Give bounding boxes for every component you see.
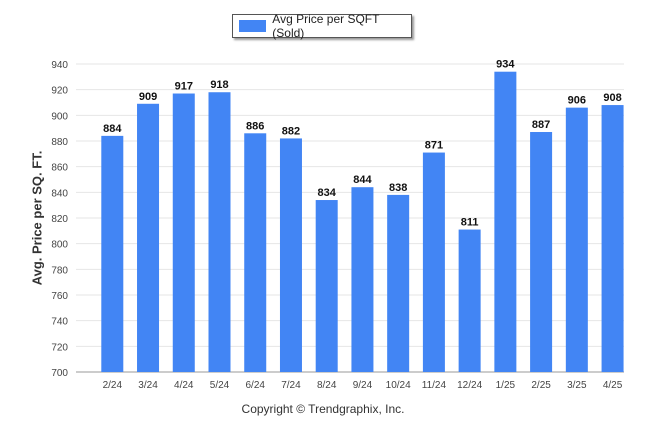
x-tick-label: 4/25 (603, 380, 623, 391)
x-tick-label: 5/24 (210, 380, 230, 391)
bar (315, 200, 338, 372)
bar (601, 105, 624, 373)
data-label: 882 (282, 125, 300, 137)
bar (137, 103, 160, 373)
y-tick-label: 840 (51, 188, 68, 199)
bar (101, 135, 124, 372)
data-label: 886 (246, 120, 264, 132)
bar (244, 133, 267, 372)
data-label: 871 (425, 140, 443, 152)
y-tick-label: 760 (51, 291, 68, 302)
x-tick-label: 9/24 (353, 380, 373, 391)
x-tick-label: 3/25 (567, 380, 587, 391)
data-label: 887 (532, 119, 550, 131)
y-tick-label: 900 (51, 111, 68, 122)
y-tick-label: 940 (51, 60, 68, 71)
x-tick-label: 3/24 (138, 380, 158, 391)
x-tick-label: 11/24 (422, 380, 447, 391)
x-tick-label: 12/24 (457, 380, 482, 391)
bar (351, 187, 374, 372)
bar (279, 138, 302, 372)
data-label: 908 (603, 92, 621, 104)
x-tick-label: 6/24 (245, 380, 265, 391)
x-tick-label: 2/24 (103, 380, 123, 391)
bar (422, 152, 445, 372)
data-label: 838 (389, 182, 407, 194)
x-tick-label: 10/24 (386, 380, 411, 391)
y-tick-label: 740 (51, 317, 68, 328)
data-label: 917 (175, 81, 193, 93)
x-tick-label: 4/24 (174, 380, 194, 391)
x-tick-label: 7/24 (281, 380, 301, 391)
bar (208, 92, 231, 372)
legend: Avg Price per SQFT (Sold) (232, 12, 412, 40)
data-label: 884 (103, 123, 122, 135)
copyright-text: Copyright © Trendgraphix, Inc. (241, 402, 405, 416)
x-tick-label: 2/25 (531, 380, 551, 391)
bar (565, 107, 588, 372)
data-label: 906 (568, 95, 586, 107)
legend-label: Avg Price per SQFT (Sold) (272, 12, 380, 40)
bar (172, 93, 195, 373)
bar (458, 229, 481, 372)
y-tick-label: 800 (51, 240, 68, 251)
bar (530, 132, 553, 372)
data-label: 834 (318, 187, 337, 199)
x-tick-label: 1/25 (496, 380, 516, 391)
x-tick-label: 8/24 (317, 380, 337, 391)
y-tick-label: 880 (51, 137, 68, 148)
data-label: 909 (139, 91, 157, 103)
data-label: 934 (496, 59, 515, 71)
data-label: 918 (210, 79, 228, 91)
legend-swatch (239, 20, 267, 32)
y-tick-label: 700 (51, 368, 68, 379)
bar (494, 71, 517, 372)
data-label: 811 (461, 217, 479, 229)
y-tick-label: 780 (51, 265, 68, 276)
y-tick-label: 720 (51, 342, 68, 353)
y-tick-label: 860 (51, 163, 68, 174)
data-label: 844 (353, 174, 372, 186)
y-tick-label: 820 (51, 214, 68, 225)
y-tick-label: 920 (51, 86, 68, 97)
bar (387, 194, 410, 372)
